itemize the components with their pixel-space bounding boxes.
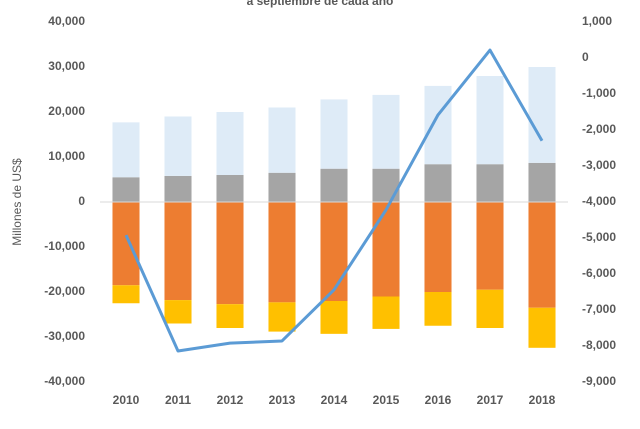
bar — [164, 175, 192, 202]
x-tick-label: 2017 — [477, 393, 504, 407]
y-tick-label: -2,000 — [582, 122, 616, 136]
y-tick-label: 1,000 — [582, 14, 612, 28]
y-tick-label: -4,000 — [582, 194, 616, 208]
bar — [528, 307, 556, 348]
bar — [268, 202, 296, 303]
bar — [320, 301, 348, 334]
x-tick-label: 2016 — [425, 393, 452, 407]
bar — [268, 302, 296, 332]
bar — [164, 202, 192, 301]
x-tick-label: 2014 — [321, 393, 348, 407]
bar — [424, 164, 452, 202]
bar — [320, 99, 348, 169]
bar — [216, 175, 244, 202]
bar — [476, 76, 504, 165]
y-tick-label: -20,000 — [44, 284, 85, 298]
y-tick-label: -40,000 — [44, 374, 85, 388]
bar — [476, 202, 504, 290]
y-tick-label: 40,000 — [48, 14, 85, 28]
y-tick-label: 10,000 — [48, 149, 85, 163]
bar — [320, 202, 348, 301]
y-tick-label: -7,000 — [582, 302, 616, 316]
x-tick-label: 2010 — [113, 393, 140, 407]
y-tick-label: -8,000 — [582, 338, 616, 352]
bar — [216, 304, 244, 328]
y-tick-label: 30,000 — [48, 59, 85, 73]
y-tick-label: -6,000 — [582, 266, 616, 280]
bar — [372, 168, 400, 202]
bar — [112, 285, 140, 304]
bar — [476, 289, 504, 328]
x-tick-label: 2013 — [269, 393, 296, 407]
y-tick-label: -10,000 — [44, 239, 85, 253]
bar — [112, 177, 140, 202]
bar — [372, 296, 400, 329]
y-tick-label: -1,000 — [582, 86, 616, 100]
bar — [476, 164, 504, 202]
y-axis-label: Millones de US$ — [10, 158, 24, 246]
x-tick-label: 2018 — [529, 393, 556, 407]
bar — [216, 202, 244, 305]
x-tick-label: 2011 — [165, 393, 191, 407]
y-tick-label: -5,000 — [582, 230, 616, 244]
y-tick-label: 20,000 — [48, 104, 85, 118]
x-tick-label: 2012 — [217, 393, 244, 407]
bar — [372, 202, 400, 297]
bar — [320, 168, 348, 202]
bar — [164, 300, 192, 324]
y-tick-label: -9,000 — [582, 374, 616, 388]
y-tick-label: -3,000 — [582, 158, 616, 172]
y-tick-label: 0 — [582, 50, 589, 64]
bar — [528, 67, 556, 163]
bar — [268, 107, 296, 173]
y-tick-label: -30,000 — [44, 329, 85, 343]
x-tick-label: 2015 — [373, 393, 400, 407]
y-tick-label: 0 — [78, 194, 85, 208]
chart-title: a septiembre de cada año — [247, 0, 394, 8]
bar — [216, 112, 244, 175]
bar — [424, 202, 452, 292]
bar — [112, 122, 140, 178]
bar — [424, 85, 452, 165]
bar — [268, 172, 296, 202]
bar — [424, 292, 452, 326]
bar — [164, 116, 192, 176]
bar — [528, 202, 556, 308]
bar — [112, 202, 140, 286]
line-series — [124, 48, 544, 353]
bar — [528, 162, 556, 202]
bar — [372, 94, 400, 169]
